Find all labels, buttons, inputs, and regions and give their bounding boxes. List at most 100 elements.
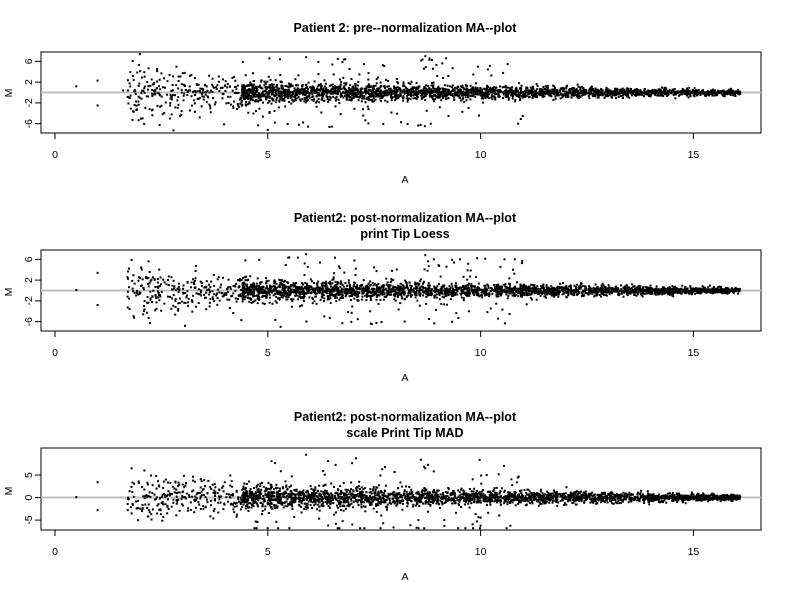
- data-point: [529, 293, 532, 296]
- data-point: [132, 315, 135, 318]
- data-point: [449, 293, 452, 296]
- data-point: [258, 107, 261, 110]
- data-point: [545, 88, 548, 91]
- data-point: [470, 87, 473, 90]
- data-point: [329, 90, 332, 93]
- data-point: [460, 293, 463, 296]
- data-point: [414, 97, 417, 100]
- data-point: [454, 86, 456, 89]
- data-point: [432, 91, 435, 94]
- data-point: [174, 299, 177, 302]
- data-point: [158, 85, 161, 88]
- data-point: [405, 284, 408, 287]
- data-point: [478, 114, 480, 117]
- data-point: [274, 92, 277, 95]
- data-point: [252, 93, 255, 96]
- data-point: [334, 97, 337, 99]
- data-point: [289, 291, 292, 294]
- data-point: [717, 288, 720, 291]
- data-point: [301, 282, 304, 284]
- data-point: [165, 283, 168, 286]
- data-point: [581, 285, 584, 288]
- data-point: [490, 96, 493, 99]
- data-point: [372, 85, 375, 87]
- data-point: [420, 59, 423, 62]
- data-point: [405, 89, 408, 91]
- data-point: [213, 300, 216, 303]
- data-point: [290, 288, 293, 291]
- data-point: [353, 93, 356, 96]
- data-point: [166, 93, 169, 96]
- data-point: [245, 95, 248, 98]
- data-point: [211, 77, 214, 80]
- data-point: [184, 89, 187, 91]
- data-point: [156, 80, 158, 83]
- data-point: [395, 90, 398, 93]
- data-point: [582, 93, 585, 96]
- data-point: [154, 295, 157, 298]
- data-point: [294, 285, 297, 288]
- data-point: [426, 93, 429, 96]
- data-point: [380, 85, 382, 87]
- data-point: [350, 97, 353, 100]
- data-point: [463, 101, 466, 104]
- data-point: [479, 88, 482, 91]
- data-point: [252, 90, 255, 93]
- data-point: [264, 289, 267, 292]
- data-point: [512, 93, 515, 96]
- data-point: [265, 285, 268, 288]
- data-point: [723, 288, 726, 291]
- data-point: [383, 93, 386, 96]
- data-point: [381, 64, 384, 67]
- data-point: [193, 110, 196, 113]
- data-point: [252, 84, 255, 87]
- data-point: [317, 280, 320, 283]
- data-point: [185, 296, 188, 299]
- data-point: [156, 68, 159, 71]
- data-point: [629, 91, 632, 94]
- data-point: [374, 98, 377, 101]
- data-point: [378, 91, 381, 94]
- data-point: [294, 96, 297, 99]
- data-point: [305, 86, 307, 89]
- data-point: [354, 282, 357, 284]
- data-point: [326, 298, 329, 301]
- data-point: [352, 92, 355, 95]
- data-point: [347, 86, 350, 89]
- data-point: [199, 87, 202, 90]
- data-point: [412, 90, 415, 93]
- data-point: [623, 92, 626, 95]
- data-point: [291, 84, 293, 87]
- data-point: [186, 280, 189, 283]
- data-point: [506, 91, 509, 94]
- data-point: [376, 87, 379, 90]
- data-point: [358, 73, 361, 76]
- data-point: [394, 99, 397, 102]
- data-point: [395, 86, 397, 89]
- data-point: [369, 90, 372, 92]
- data-point: [382, 298, 385, 301]
- data-point: [441, 292, 443, 295]
- data-point: [481, 92, 484, 95]
- data-point: [369, 99, 372, 101]
- data-point: [444, 98, 447, 100]
- data-point: [456, 87, 458, 90]
- data-point: [272, 290, 275, 293]
- data-point: [377, 291, 380, 294]
- data-point: [154, 286, 157, 288]
- data-point: [723, 93, 726, 96]
- data-point: [487, 90, 490, 93]
- data-point: [702, 286, 705, 289]
- data-point: [147, 95, 150, 98]
- data-point: [259, 86, 262, 89]
- data-point: [216, 288, 219, 291]
- data-point: [519, 293, 522, 296]
- data-point: [131, 279, 134, 282]
- data-point: [242, 86, 245, 89]
- data-point: [349, 96, 352, 99]
- data-point: [353, 95, 356, 98]
- data-point: [362, 97, 365, 100]
- data-point: [554, 87, 556, 89]
- data-point: [463, 92, 466, 95]
- data-point: [405, 87, 408, 90]
